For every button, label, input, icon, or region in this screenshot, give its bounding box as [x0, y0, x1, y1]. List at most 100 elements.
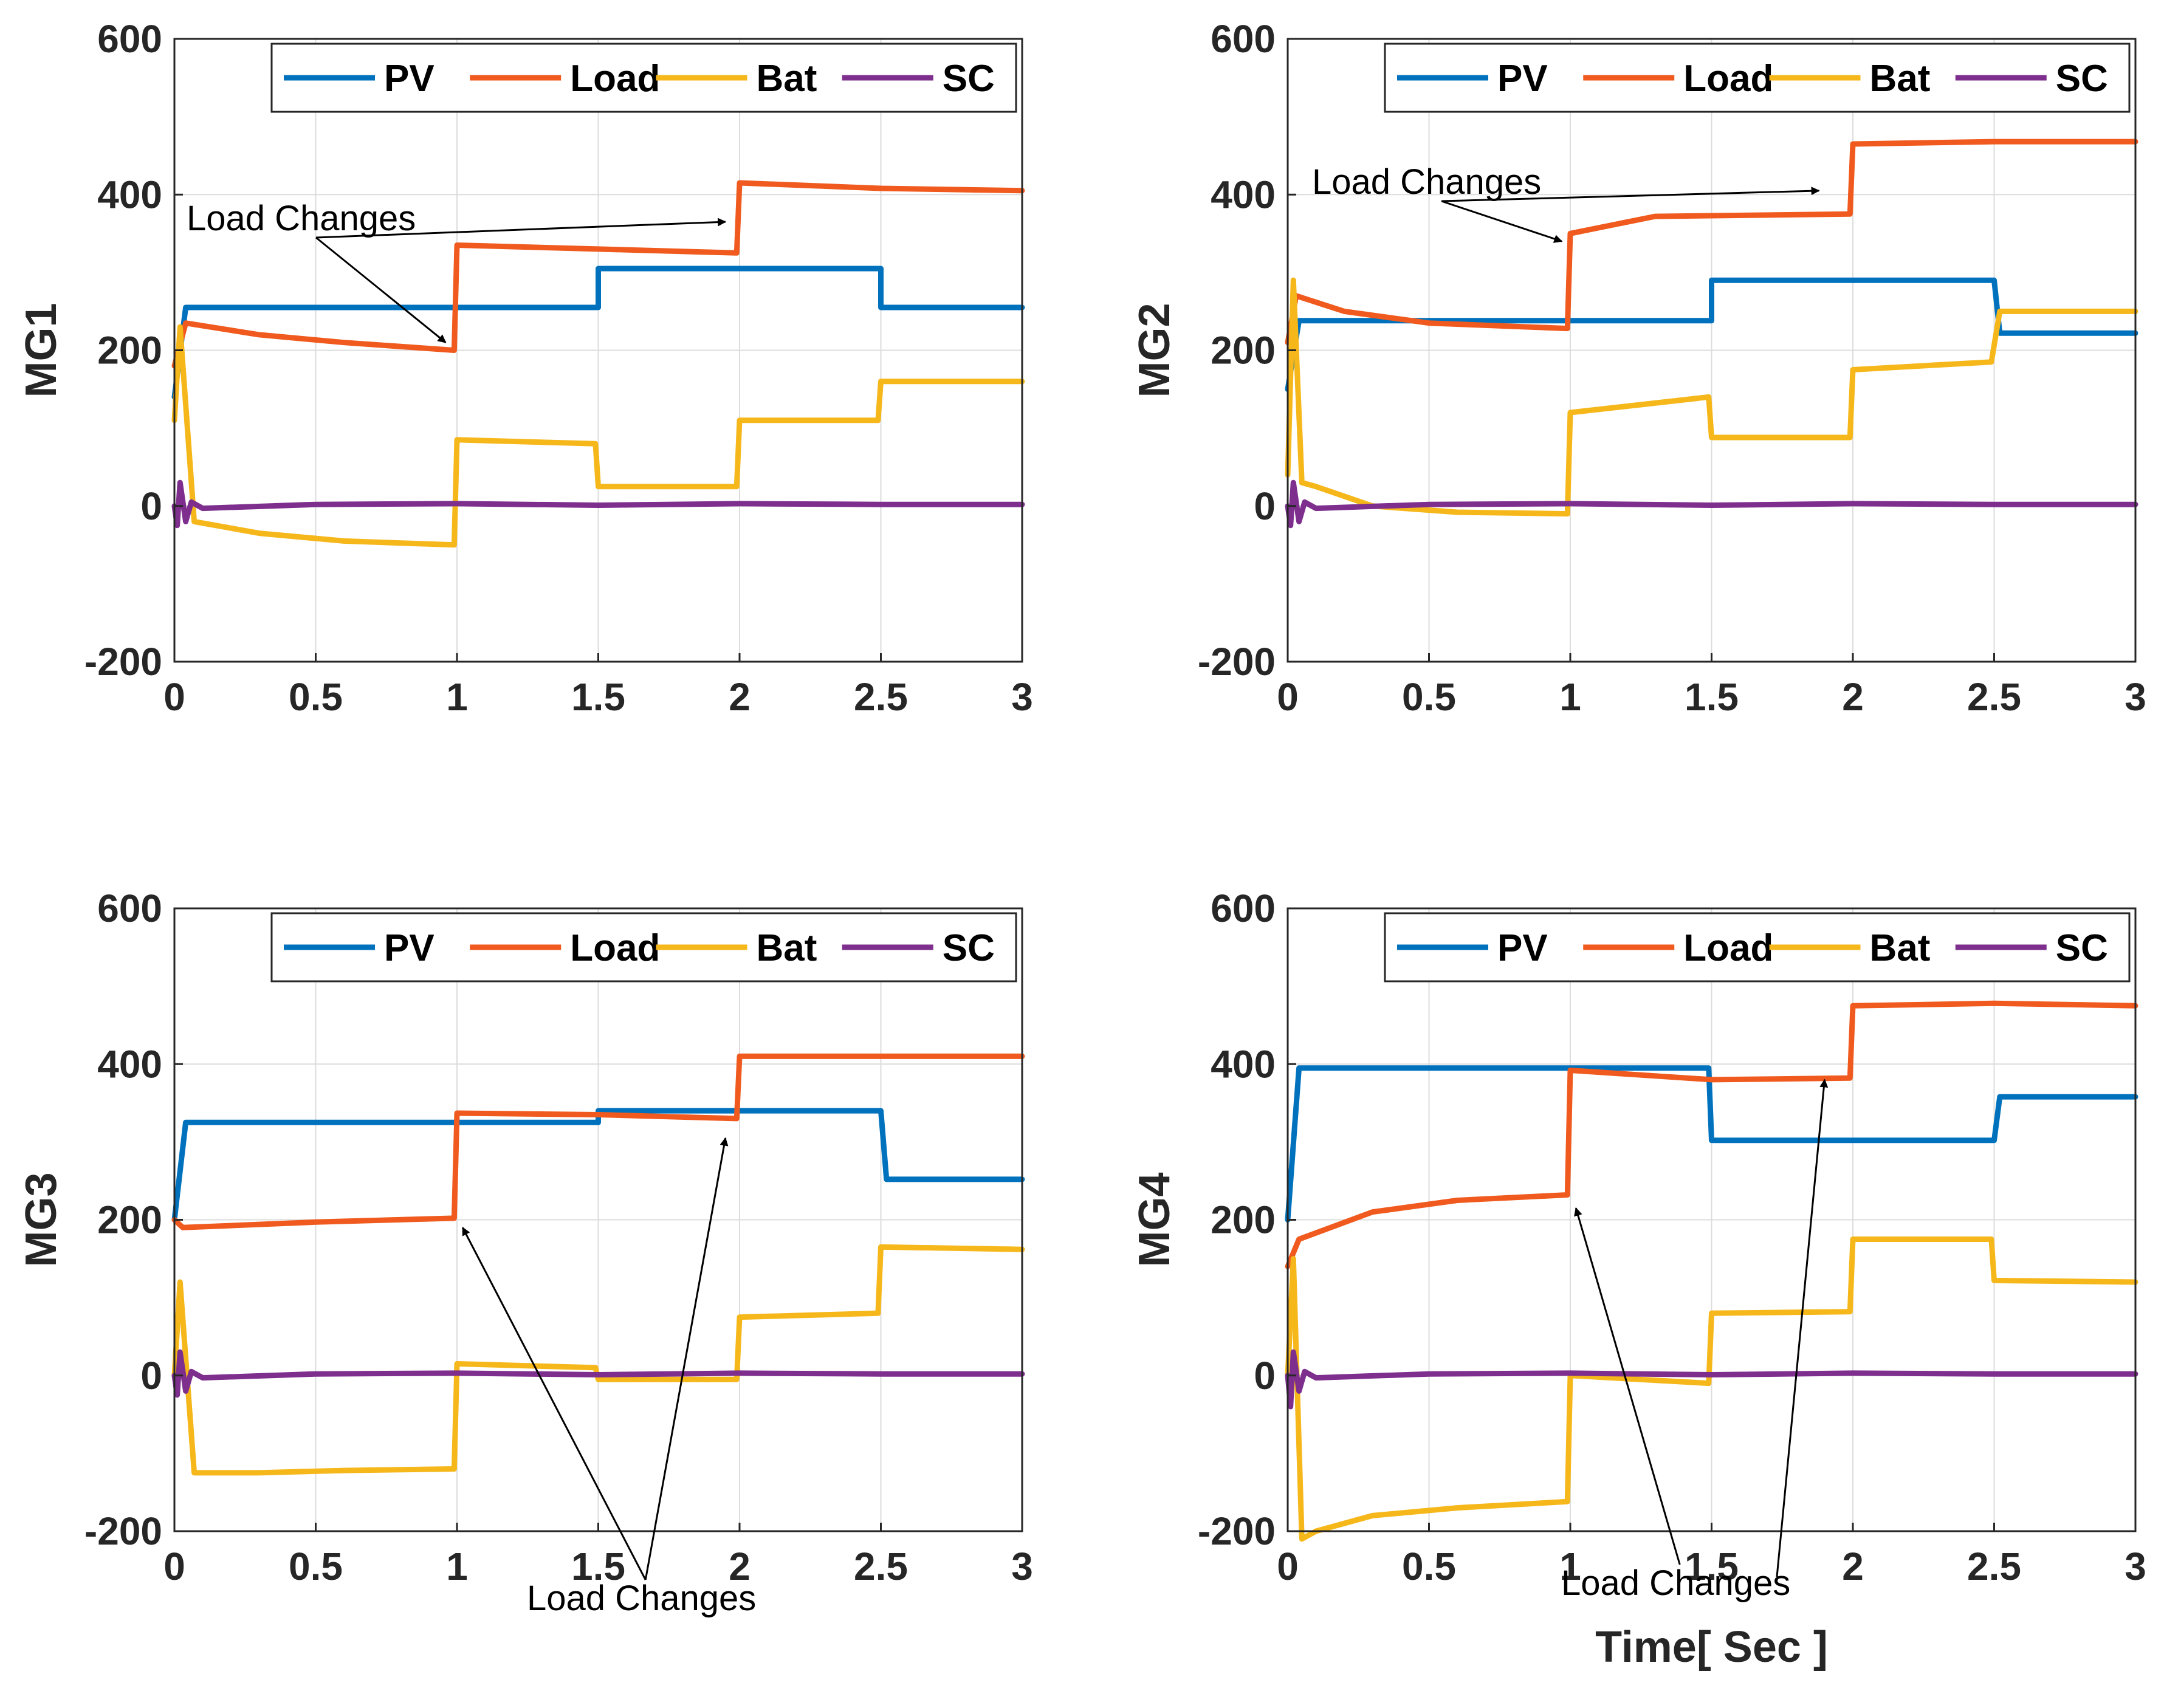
x-tick-label: 2 [729, 1545, 751, 1588]
legend-label-load: Load [1683, 927, 1773, 969]
legend-label-pv: PV [384, 58, 435, 100]
x-tick-label: 2.5 [854, 1545, 908, 1588]
legend-label-bat: Bat [757, 927, 817, 969]
x-tick-label: 1.5 [1685, 675, 1739, 719]
y-axis-label: MG1 [17, 303, 66, 397]
y-axis-label: MG2 [1130, 303, 1179, 397]
annotation-arrow [315, 236, 447, 343]
x-tick-label: 0 [1277, 675, 1299, 719]
y-tick-label: 0 [140, 484, 162, 528]
y-tick-label: -200 [84, 640, 162, 684]
y-tick-label: 0 [1254, 1354, 1276, 1398]
series-sc-line [1285, 1349, 2138, 1410]
y-tick-label: 400 [97, 173, 162, 216]
legend-label-pv: PV [384, 927, 435, 969]
x-axis-label: Time[ Sec ] [1595, 1623, 1828, 1672]
y-tick-label: 0 [1254, 484, 1276, 528]
x-tick-label: 1 [446, 1545, 468, 1588]
y-tick-label: -200 [1198, 640, 1276, 684]
y-tick-label: 200 [1211, 1198, 1276, 1242]
x-tick-label: 2.5 [854, 675, 908, 719]
annotation-arrow [644, 1137, 729, 1580]
x-tick-label: 0.5 [289, 675, 343, 719]
legend-label-bat: Bat [1870, 58, 1931, 100]
x-tick-label: 2.5 [1967, 1545, 2021, 1588]
x-tick-label: 0.5 [1402, 1545, 1456, 1588]
legend: PV Load Bat SC [270, 43, 1017, 113]
x-tick-label: 2 [729, 675, 751, 719]
legend-label-load: Load [570, 927, 660, 969]
legend-label-sc: SC [943, 927, 995, 969]
x-tick-label: 2.5 [1967, 675, 2021, 719]
legend-label-load: Load [1683, 58, 1773, 100]
x-tick-label: 3 [1011, 1545, 1033, 1588]
x-tick-label: 1 [446, 675, 468, 719]
annotation-label: Load Changes [1312, 162, 1541, 202]
annotation-arrow [1574, 1207, 1681, 1565]
legend-label-load: Load [570, 58, 660, 100]
y-tick-label: 200 [97, 1198, 162, 1242]
annotation-arrow [1441, 200, 1563, 243]
series-bat-line [1285, 277, 2138, 517]
y-tick-label: 600 [1211, 17, 1276, 61]
x-tick-label: 0.5 [289, 1545, 343, 1588]
annotation-label: Load Changes [527, 1579, 756, 1618]
x-tick-label: 3 [2124, 1545, 2146, 1588]
x-tick-label: 3 [1011, 675, 1033, 719]
series-pv-line [171, 1108, 1025, 1223]
y-tick-label: 600 [1211, 887, 1276, 930]
x-tick-label: 1 [1559, 675, 1581, 719]
legend-label-pv: PV [1497, 58, 1548, 100]
x-tick-label: 0 [1277, 1545, 1299, 1588]
legend-label-pv: PV [1497, 927, 1548, 969]
legend-label-sc: SC [2056, 927, 2108, 969]
legend: PV Load Bat SC [1384, 43, 2131, 113]
annotation-arrow [461, 1227, 647, 1580]
y-axis-label: MG4 [1130, 1172, 1179, 1267]
y-tick-label: -200 [84, 1509, 162, 1553]
x-tick-label: 3 [2124, 675, 2146, 719]
x-tick-label: 1.5 [571, 675, 625, 719]
series-sc-line [1285, 479, 2138, 529]
x-tick-label: 0 [163, 1545, 185, 1588]
y-tick-label: 200 [97, 329, 162, 372]
y-tick-label: 600 [97, 17, 162, 61]
series-load-line [1285, 139, 2138, 346]
annotation-label: Load Changes [1561, 1563, 1790, 1603]
x-tick-label: 0.5 [1402, 675, 1456, 719]
annotation-label: Load Changes [187, 199, 416, 238]
series-pv-line [171, 266, 1025, 400]
series-pv-line [1285, 1065, 2138, 1223]
x-tick-label: 2 [1842, 1545, 1864, 1588]
x-tick-label: 0 [163, 675, 185, 719]
series-load-line [1285, 1000, 2138, 1269]
series-bat-line [171, 1244, 1025, 1476]
series-sc-line [171, 1349, 1025, 1398]
series-bat-line [171, 324, 1025, 548]
x-tick-label: 1.5 [571, 1545, 625, 1588]
x-tick-label: 2 [1842, 675, 1864, 719]
y-axis-label: MG3 [17, 1172, 66, 1267]
legend-label-sc: SC [2056, 58, 2108, 100]
y-tick-label: 400 [1211, 1042, 1276, 1086]
series-load-line [171, 180, 1025, 369]
annotation-arrow [315, 218, 727, 239]
series-pv-line [1285, 277, 2138, 393]
annotation-arrow [1776, 1079, 1829, 1577]
series-sc-line [171, 479, 1025, 529]
y-tick-label: 600 [97, 887, 162, 930]
x-tick-label: 1 [1559, 1545, 1581, 1588]
legend-label-sc: SC [943, 58, 995, 100]
series-load-line [171, 1053, 1025, 1230]
y-tick-label: 400 [97, 1042, 162, 1086]
annotation-arrow [1441, 187, 1820, 202]
legend: PV Load Bat SC [270, 912, 1017, 983]
y-tick-label: -200 [1198, 1509, 1276, 1553]
legend-label-bat: Bat [1870, 927, 1931, 969]
y-tick-label: 0 [140, 1354, 162, 1398]
x-tick-label: 1.5 [1685, 1545, 1739, 1588]
